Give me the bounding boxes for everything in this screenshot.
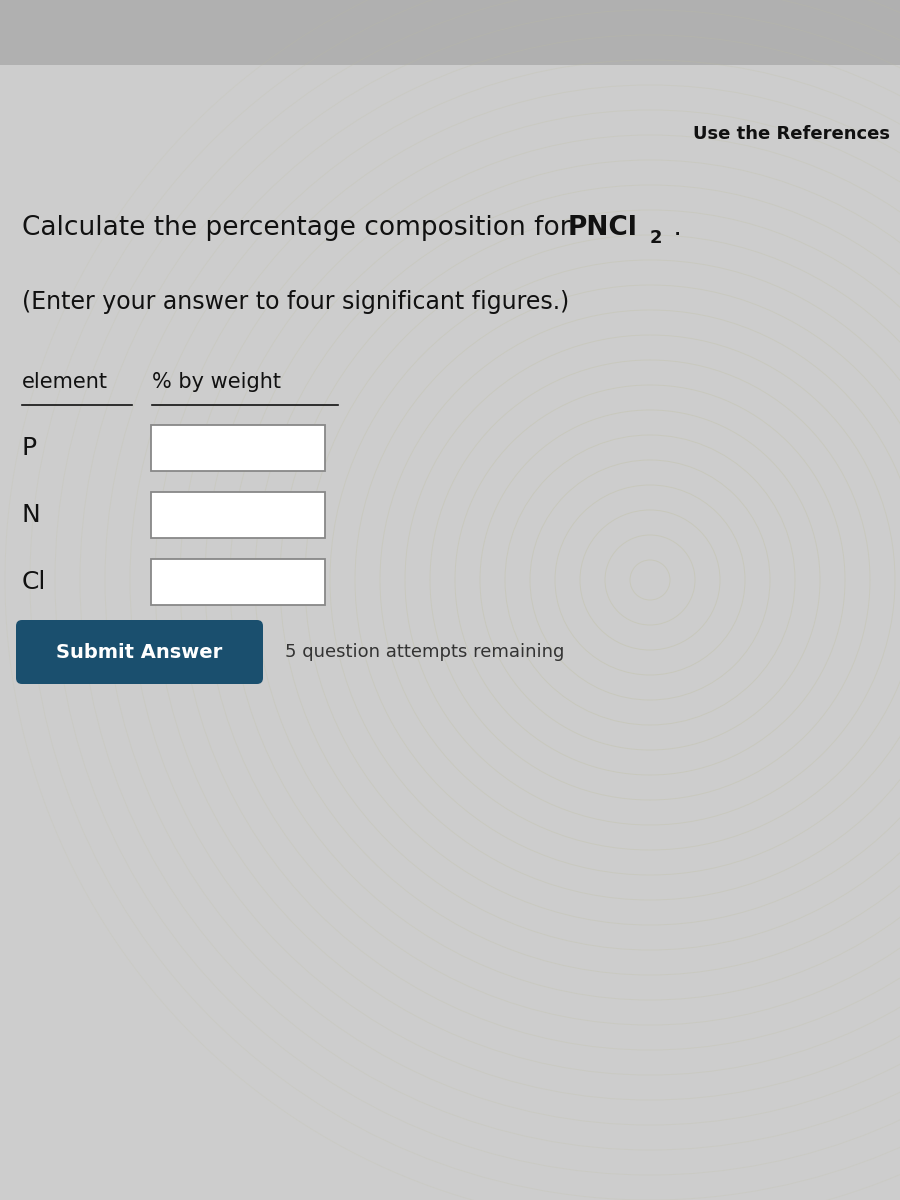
Text: % by weight: % by weight <box>152 372 281 392</box>
Text: 2: 2 <box>650 229 662 247</box>
FancyBboxPatch shape <box>151 425 325 470</box>
Text: Use the References: Use the References <box>693 125 890 143</box>
Text: 5 question attempts remaining: 5 question attempts remaining <box>285 643 564 661</box>
Text: Cl: Cl <box>22 570 47 594</box>
Text: P: P <box>22 436 37 460</box>
Text: .: . <box>665 215 682 241</box>
FancyBboxPatch shape <box>0 65 900 1200</box>
Text: element: element <box>22 372 108 392</box>
Text: (Enter your answer to four significant figures.): (Enter your answer to four significant f… <box>22 290 569 314</box>
FancyBboxPatch shape <box>151 559 325 605</box>
FancyBboxPatch shape <box>16 620 263 684</box>
Text: Calculate the percentage composition for: Calculate the percentage composition for <box>22 215 579 241</box>
FancyBboxPatch shape <box>0 0 900 65</box>
Text: N: N <box>22 503 40 527</box>
Text: Submit Answer: Submit Answer <box>57 642 222 661</box>
FancyBboxPatch shape <box>151 492 325 538</box>
Text: PNCl: PNCl <box>568 215 638 241</box>
